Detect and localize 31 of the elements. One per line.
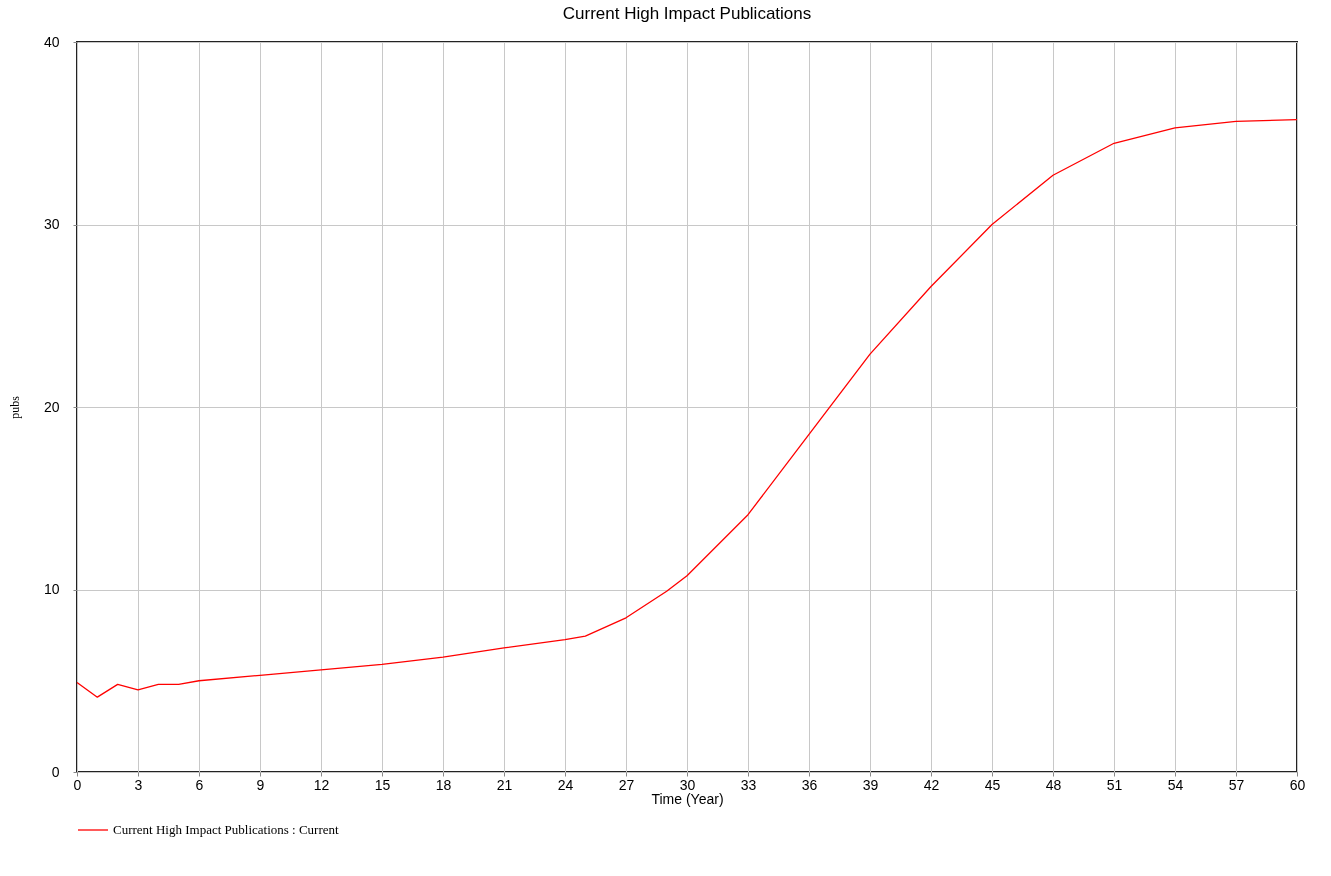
x-tick-label: 45 <box>984 776 1001 793</box>
x-tick-label: 27 <box>618 776 635 793</box>
x-tick-label: 0 <box>73 776 82 793</box>
x-tick-label: 48 <box>1045 776 1062 793</box>
x-tick-label: 30 <box>679 776 696 793</box>
line-series <box>76 118 1298 698</box>
legend-label: Current High Impact Publications : Current <box>113 822 340 837</box>
y-tick-label: 0 <box>51 763 60 780</box>
x-tick-label: 3 <box>134 776 143 793</box>
y-tick-label: 20 <box>43 398 60 415</box>
x-tick-label: 36 <box>801 776 818 793</box>
x-tick-label: 57 <box>1228 776 1245 793</box>
x-tick-label: 33 <box>740 776 757 793</box>
x-tick-label: 12 <box>313 776 330 793</box>
x-tick-label: 6 <box>195 776 204 793</box>
x-tick-label: 18 <box>435 776 452 793</box>
x-axis-title: Time (Year) <box>651 790 724 807</box>
chart-title: Current High Impact Publications <box>562 4 812 23</box>
x-tick-label: 9 <box>256 776 265 793</box>
x-tick-label: 42 <box>923 776 940 793</box>
x-tick-label: 39 <box>862 776 879 793</box>
x-tick-label: 21 <box>496 776 513 793</box>
x-tick-label: 60 <box>1289 776 1306 793</box>
x-tick-label: 15 <box>374 776 391 793</box>
x-tick-label: 54 <box>1167 776 1184 793</box>
y-tick-label: 40 <box>43 33 60 50</box>
y-axis-title: pubs <box>7 395 22 419</box>
y-tick-label: 10 <box>43 581 60 597</box>
x-tick-label: 24 <box>557 776 574 793</box>
x-tick-label: 51 <box>1106 776 1123 793</box>
y-tick-label: 30 <box>43 216 60 232</box>
